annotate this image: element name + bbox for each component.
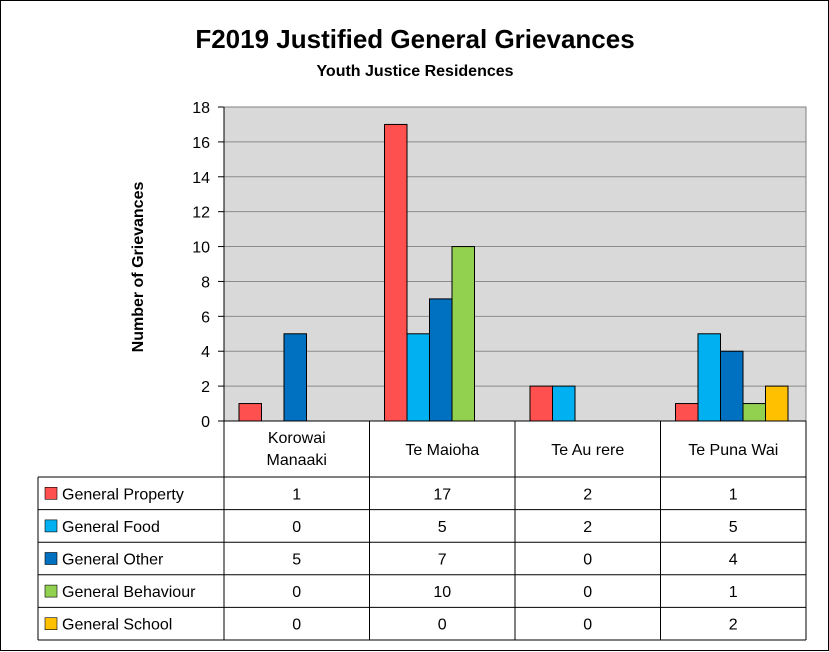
category-label: Te Au rere — [551, 442, 624, 459]
y-tick-label: 16 — [192, 135, 210, 152]
table-cell-value: 0 — [583, 584, 592, 601]
category-label-line: Te Puna Wai — [688, 442, 778, 459]
chart-title: F2019 Justified General Grievances — [195, 24, 634, 54]
chart-subtitle: Youth Justice Residences — [316, 63, 513, 80]
category-label-line: Korowai — [268, 430, 326, 447]
bar-general-behaviour — [742, 403, 766, 422]
bar-general-school — [765, 385, 789, 422]
table-cell-value: 1 — [729, 584, 738, 601]
y-tick-label: 14 — [192, 170, 210, 187]
table-cell-value: 0 — [292, 584, 301, 601]
y-tick-label: 2 — [201, 379, 210, 396]
legend-key — [44, 617, 58, 631]
y-axis-label: Number of Grievances — [130, 182, 147, 353]
table-cell-value: 0 — [583, 617, 592, 634]
y-tick-label: 4 — [201, 344, 210, 361]
legend-label: General School — [62, 617, 172, 634]
table-cell-value: 4 — [729, 552, 738, 569]
category-label-line: Te Au rere — [551, 442, 624, 459]
legend-key — [44, 584, 58, 598]
table-cell-value: 0 — [583, 552, 592, 569]
bar-general-behaviour — [451, 246, 475, 422]
y-tick-label: 0 — [201, 414, 210, 431]
bar-general-other — [283, 333, 307, 422]
bar-general-food — [406, 333, 430, 422]
category-label: Te Maioha — [405, 442, 479, 459]
bar-general-property — [238, 403, 262, 422]
table-cell-value: 5 — [292, 552, 301, 569]
table-cell-value: 0 — [438, 617, 447, 634]
table-cell-value: 2 — [583, 519, 592, 536]
table-cell-value: 10 — [433, 584, 451, 601]
table-cell-value: 1 — [292, 486, 301, 503]
category-label: Te Puna Wai — [688, 442, 778, 459]
legend-label: General Behaviour — [62, 584, 196, 601]
category-label: Korowai Manaaki — [267, 430, 327, 469]
bar-general-other — [720, 350, 744, 422]
table-cell-value: 1 — [729, 486, 738, 503]
bar-general-property — [384, 123, 408, 422]
table-cell-value: 0 — [292, 617, 301, 634]
bar-general-property — [675, 403, 699, 422]
legend-key — [44, 519, 58, 533]
legend-label: General Property — [62, 486, 184, 503]
y-tick-label: 6 — [201, 309, 210, 326]
legend-label: General Food — [62, 519, 160, 536]
table-cell-value: 5 — [438, 519, 447, 536]
legend-key — [44, 486, 58, 500]
table-cell-value: 17 — [433, 486, 451, 503]
bar-general-food — [552, 385, 576, 422]
table-cell-value: 5 — [729, 519, 738, 536]
legend-key — [44, 552, 58, 565]
y-tick-label: 8 — [201, 274, 210, 291]
table-cell-value: 7 — [438, 552, 447, 569]
category-label-line: Manaaki — [267, 452, 327, 469]
table-cell-value: 2 — [583, 486, 592, 503]
y-tick-label: 12 — [192, 205, 210, 222]
data-table: Korowai Manaaki Te Maioha Te Au rere Te Puna… — [37, 420, 807, 641]
table-cell-value: 2 — [729, 617, 738, 634]
table-cell-value: 0 — [292, 519, 301, 536]
y-tick-label: 10 — [192, 240, 210, 257]
bar-general-property — [529, 385, 553, 422]
legend-label: General Other — [62, 552, 164, 569]
y-tick-label: 18 — [192, 100, 210, 117]
bar-general-food — [697, 333, 721, 422]
category-label-line: Te Maioha — [405, 442, 479, 459]
plot-area: 0 2 4 6 8 10 12 14 16 18 — [192, 100, 807, 431]
bar-general-other — [429, 298, 453, 422]
